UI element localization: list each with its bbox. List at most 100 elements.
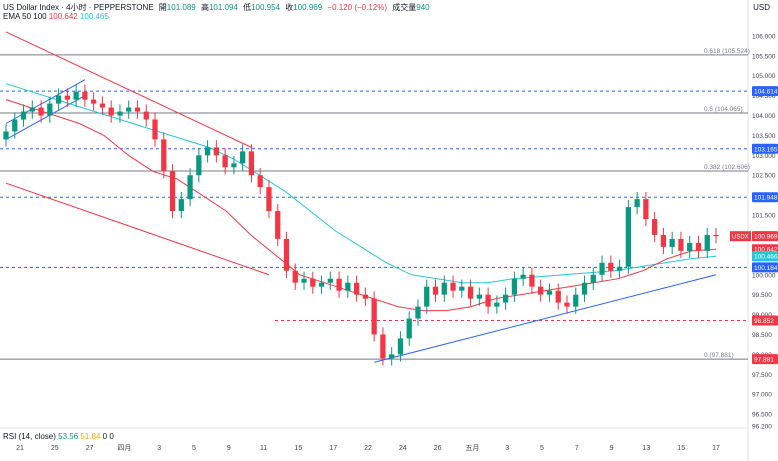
symbol-tag: [730, 231, 751, 242]
candle-body[interactable]: [47, 103, 53, 116]
candle-body[interactable]: [82, 91, 88, 100]
candle-body[interactable]: [380, 334, 386, 359]
candle-body[interactable]: [266, 187, 272, 212]
candle-body[interactable]: [327, 278, 333, 283]
candle-body[interactable]: [318, 282, 325, 287]
candle-body[interactable]: [397, 338, 404, 355]
candle-body[interactable]: [520, 274, 526, 279]
candle-body[interactable]: [581, 282, 588, 295]
candle-body[interactable]: [608, 262, 614, 271]
candle-body[interactable]: [301, 278, 307, 283]
candle-body[interactable]: [336, 278, 342, 291]
candle-body[interactable]: [678, 238, 684, 251]
candle-body[interactable]: [108, 107, 114, 116]
candle-body[interactable]: [485, 294, 491, 307]
candle-body[interactable]: [660, 234, 667, 247]
candle-body[interactable]: [292, 270, 298, 283]
candle-body[interactable]: [432, 286, 439, 295]
price-axis[interactable]: [748, 0, 778, 461]
candle-body[interactable]: [12, 119, 18, 132]
candle-body[interactable]: [353, 282, 360, 295]
candle-body[interactable]: [476, 294, 482, 299]
candle-body[interactable]: [424, 286, 430, 307]
candle-body[interactable]: [55, 95, 62, 104]
candle-body[interactable]: [257, 175, 263, 188]
candle-body[interactable]: [64, 95, 70, 100]
candle-body[interactable]: [625, 207, 631, 267]
candle-body[interactable]: [117, 111, 123, 116]
candle-body[interactable]: [529, 274, 535, 287]
candle-body[interactable]: [20, 111, 27, 120]
candle-body[interactable]: [494, 302, 500, 307]
candle-body[interactable]: [38, 107, 44, 116]
candle-body[interactable]: [73, 91, 79, 100]
candle-body[interactable]: [459, 286, 465, 291]
candle-body[interactable]: [406, 318, 412, 339]
y-tick-label: 100.000: [752, 272, 776, 279]
candle-body[interactable]: [590, 274, 596, 283]
y-tick-label: 96.200: [752, 424, 772, 431]
x-tick-label: 15: [677, 445, 685, 452]
candle-body[interactable]: [669, 238, 675, 247]
candle-body[interactable]: [169, 171, 176, 212]
candle-body[interactable]: [538, 286, 544, 295]
price-tag: [752, 262, 778, 273]
candle-body[interactable]: [222, 155, 228, 168]
candle-body[interactable]: [275, 211, 281, 239]
candle-body[interactable]: [599, 262, 605, 275]
candle-body[interactable]: [178, 199, 184, 212]
candle-body[interactable]: [415, 306, 421, 319]
candle-body[interactable]: [196, 155, 202, 176]
candle-body[interactable]: [362, 294, 369, 299]
candle-body[interactable]: [283, 238, 290, 271]
candle-body[interactable]: [695, 242, 702, 251]
low-label: 低: [243, 3, 252, 12]
candle-body[interactable]: [248, 151, 255, 176]
candle-body[interactable]: [187, 175, 193, 200]
candle-body[interactable]: [345, 282, 351, 291]
price-tag: [752, 354, 778, 365]
candle-body[interactable]: [546, 290, 553, 295]
y-tick-label: 97.500: [752, 372, 772, 379]
candle-body[interactable]: [126, 107, 132, 112]
price-tag: [752, 251, 778, 262]
price-tag: [752, 231, 778, 242]
candle-body[interactable]: [152, 119, 158, 140]
x-tick-label: 17: [329, 445, 337, 452]
candle-body[interactable]: [652, 219, 658, 235]
candle-body[interactable]: [511, 278, 518, 295]
candle-body[interactable]: [634, 199, 640, 208]
candle-body[interactable]: [389, 354, 395, 359]
candle-body[interactable]: [616, 266, 623, 271]
candle-body[interactable]: [713, 234, 719, 237]
candle-body[interactable]: [441, 282, 447, 295]
candle-body[interactable]: [467, 286, 474, 299]
candle-body[interactable]: [564, 302, 570, 307]
candle-body[interactable]: [143, 111, 149, 120]
candle-body[interactable]: [29, 107, 35, 112]
candle-body[interactable]: [555, 290, 561, 303]
candle-body[interactable]: [687, 242, 693, 251]
candle-body[interactable]: [161, 139, 167, 172]
candle-body[interactable]: [310, 278, 316, 287]
candle-body[interactable]: [450, 282, 456, 291]
candle-body[interactable]: [573, 294, 579, 307]
candle-body[interactable]: [240, 151, 246, 164]
candle-body[interactable]: [231, 163, 237, 168]
candle-body[interactable]: [503, 294, 509, 303]
candle-body[interactable]: [204, 147, 211, 156]
rsi-value-4: 0: [109, 432, 114, 441]
candle-body[interactable]: [134, 107, 141, 112]
candle-body[interactable]: [643, 199, 649, 220]
candle-body[interactable]: [371, 298, 377, 335]
candle-body[interactable]: [704, 234, 710, 251]
candle-body[interactable]: [213, 147, 219, 156]
candle-body[interactable]: [3, 131, 9, 140]
candle-body[interactable]: [91, 99, 97, 104]
change-value: −0.120 (−0.12%): [327, 3, 388, 12]
close-value: 100.969: [293, 3, 323, 12]
price-tag-label: 97.881: [754, 357, 774, 364]
candle-body[interactable]: [99, 103, 106, 108]
